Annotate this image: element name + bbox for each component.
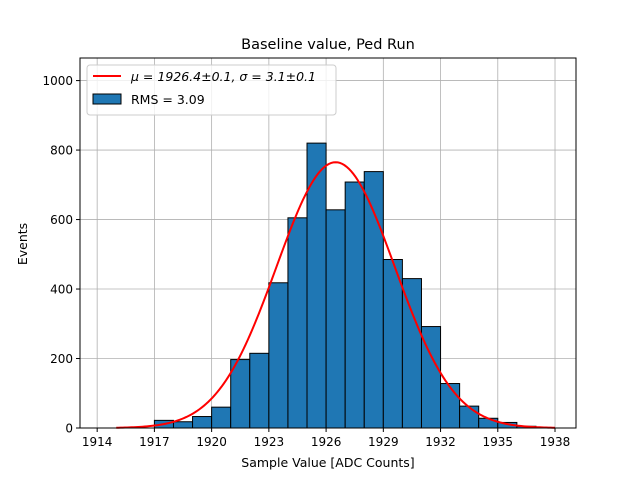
y-tick-label: 0 <box>65 422 73 436</box>
x-tick-label: 1917 <box>139 435 170 449</box>
histogram-bar <box>459 405 480 429</box>
x-tick-label: 1929 <box>368 435 399 449</box>
histogram-bar <box>478 417 499 429</box>
gaussian-fit-curve <box>116 161 556 429</box>
histogram-bar <box>325 209 346 429</box>
legend-hist-swatch <box>92 93 122 105</box>
y-tick-label: 200 <box>50 352 73 366</box>
x-axis-ticks: 1914 1917 1920 1923 1926 1929 1932 1935 1938 <box>82 428 570 449</box>
histogram-bar <box>440 383 461 429</box>
y-tick-label: 1000 <box>42 74 73 88</box>
x-axis-label: Sample Value [ADC Counts] <box>241 455 414 470</box>
histogram-bar <box>268 282 289 429</box>
histogram-bar <box>344 181 365 429</box>
x-tick-label: 1935 <box>483 435 514 449</box>
histogram-bar <box>287 217 308 429</box>
y-tick-label: 400 <box>50 283 73 297</box>
histogram-bar <box>249 352 270 429</box>
histogram-bar <box>211 406 232 429</box>
x-tick-label: 1938 <box>540 435 571 449</box>
x-tick-label: 1914 <box>82 435 113 449</box>
plot-frame <box>79 57 577 429</box>
histogram-bar <box>382 259 403 429</box>
y-axis-ticks: 0 200 400 600 800 1000 <box>42 74 80 436</box>
y-tick-label: 800 <box>50 144 73 158</box>
legend-box <box>86 64 337 116</box>
y-tick-label: 600 <box>50 213 73 227</box>
x-tick-label: 1926 <box>311 435 342 449</box>
y-axis-label: Events <box>15 223 30 265</box>
x-tick-label: 1923 <box>254 435 285 449</box>
histogram-bar <box>192 416 213 429</box>
histogram-bar <box>401 278 422 429</box>
histogram-bar <box>172 421 194 429</box>
legend-hist-label: RMS = 3.09 <box>131 92 205 107</box>
x-tick-label: 1920 <box>196 435 227 449</box>
chart-title: Baseline value, Ped Run <box>241 37 415 53</box>
legend: μ = 1926.4±0.1, σ = 3.1±0.1 RMS = 3.09 <box>86 64 337 116</box>
legend-fit-label: μ = 1926.4±0.1, σ = 3.1±0.1 <box>130 69 316 84</box>
x-tick-label: 1932 <box>425 435 456 449</box>
